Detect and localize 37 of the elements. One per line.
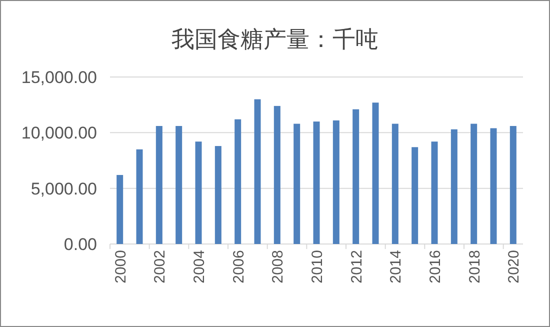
x-tick-label: 2014 [388,250,405,284]
bar [294,124,300,244]
x-tick-label: 2000 [112,250,130,284]
x-tick-label: 2002 [152,250,169,284]
x-tick-label: 2004 [191,250,208,284]
bar [214,146,222,244]
bar [234,119,242,244]
x-tick-label: 2006 [230,250,248,284]
y-tick-label: 15,000.00 [21,68,97,87]
bar [450,129,458,244]
bar [176,126,182,244]
chart-title: 我国食糖产量：千吨 [172,26,378,52]
bar [195,142,202,244]
bar [490,128,497,244]
bar [470,124,478,244]
bar [313,122,320,244]
y-tick-label: 10,000.00 [21,124,97,143]
x-tick-label: 2008 [270,250,287,284]
bar [392,124,398,244]
bar [156,126,162,244]
bar [116,174,124,244]
bar [332,120,340,244]
bar [372,102,379,244]
x-tick-label: 2016 [427,250,444,284]
x-tick-label: 2020 [506,250,523,284]
y-tick-label: 5,000.00 [30,179,97,198]
bar [254,99,261,244]
y-tick-label: 0.00 [64,235,97,254]
bar [352,109,360,244]
bar [136,149,143,244]
bar [510,126,516,244]
x-tick-label: 2012 [348,250,366,284]
x-tick-label: 2018 [466,250,484,284]
bar [431,142,438,244]
x-tick-label: 2010 [309,250,326,284]
bar [274,106,280,244]
bar [412,147,418,244]
